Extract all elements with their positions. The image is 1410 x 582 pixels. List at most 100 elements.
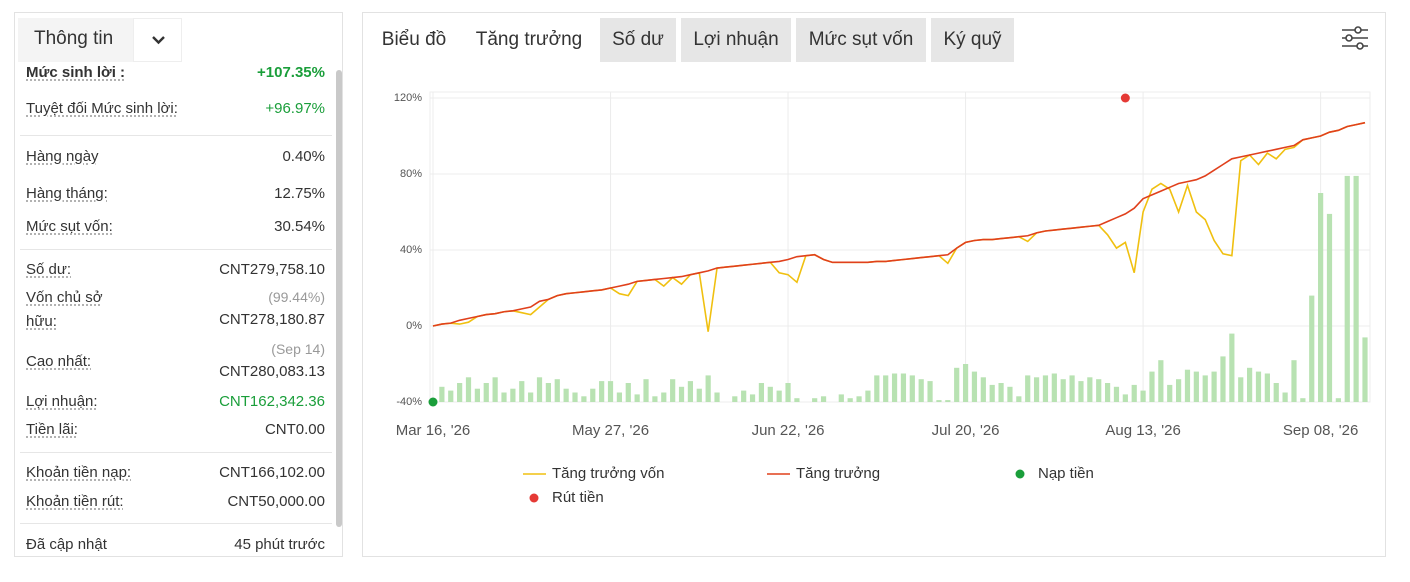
bar — [634, 394, 640, 402]
bar — [439, 386, 445, 402]
stat-label: Tuyệt đối Mức sinh lời: — [26, 100, 178, 117]
bar — [1176, 379, 1182, 402]
bar — [874, 375, 880, 402]
bar — [1282, 392, 1288, 402]
legend-label: Tăng trưởng vốn — [552, 465, 664, 482]
bar — [474, 388, 480, 402]
x-tick-label: Jul 20, '26 — [932, 422, 1000, 439]
info-header — [18, 18, 133, 62]
bar — [794, 398, 800, 402]
stat-value: CNT0.00 — [264, 421, 325, 438]
bar — [1326, 213, 1333, 402]
bar — [1167, 384, 1173, 402]
y-tick-label: 0% — [406, 320, 422, 332]
stat-label: Số dư: — [26, 261, 72, 278]
bar — [1149, 371, 1155, 402]
bar — [1033, 377, 1040, 402]
scrollbar[interactable] — [336, 70, 342, 527]
bar — [536, 377, 543, 402]
bar — [465, 377, 472, 402]
stat-value: CNT162,342.36 — [219, 393, 325, 410]
stat-note: (Sep 14) — [271, 341, 325, 357]
bar — [1184, 369, 1191, 402]
stat-value: CNT279,758.10 — [219, 261, 325, 278]
bar — [1229, 333, 1235, 402]
event-marker — [1120, 93, 1130, 103]
x-tick-label: Aug 13, '26 — [1105, 422, 1180, 439]
separator — [20, 249, 332, 250]
bar — [971, 371, 978, 402]
bar — [1309, 295, 1315, 402]
bar — [909, 375, 915, 402]
bar — [741, 390, 747, 402]
plot-frame — [429, 91, 1371, 403]
bar — [1220, 356, 1226, 402]
bar — [962, 364, 969, 402]
bar — [501, 392, 507, 402]
separator — [20, 452, 332, 453]
bar — [554, 379, 560, 402]
bar — [1238, 377, 1244, 402]
stat-label: Khoản tiền rút: — [26, 493, 124, 510]
tab[interactable]: Lợi nhuận — [681, 18, 791, 62]
bar — [1122, 394, 1128, 402]
legend-label: Nạp tiền — [1038, 465, 1094, 482]
bar — [652, 396, 658, 402]
bar — [838, 394, 844, 402]
settings-icon[interactable] — [1340, 24, 1370, 54]
stat-value: CNT278,180.87 — [219, 311, 325, 328]
bar — [563, 388, 569, 402]
bar — [1104, 383, 1111, 402]
bar — [998, 383, 1004, 402]
bar — [865, 390, 871, 402]
y-tick-label: -40% — [396, 396, 422, 408]
bar — [1202, 375, 1208, 402]
bar — [714, 392, 720, 402]
bar — [1362, 337, 1368, 402]
bar — [528, 392, 534, 402]
stat-label: Khoản tiền nạp: — [26, 464, 132, 481]
tab[interactable]: Tăng trưởng — [463, 18, 595, 62]
legend-label: Tăng trưởng — [796, 465, 880, 482]
bar — [1264, 373, 1270, 402]
tab[interactable]: Số dư — [600, 18, 676, 62]
x-tick-label: May 27, '26 — [572, 422, 649, 439]
bar — [936, 400, 942, 402]
info-panel — [14, 12, 343, 557]
bar — [1158, 360, 1164, 402]
dropdown[interactable] — [133, 18, 182, 62]
bar — [891, 373, 898, 402]
bar — [918, 379, 924, 402]
bar — [1016, 396, 1022, 402]
bar — [1273, 383, 1279, 402]
bar — [1025, 375, 1031, 402]
line-series — [432, 121, 1366, 332]
bar — [820, 396, 827, 402]
tab[interactable]: Ký quỹ — [931, 18, 1014, 62]
stat-label: Hàng tháng: — [26, 185, 108, 202]
bar — [980, 377, 986, 402]
bar — [581, 396, 587, 402]
stat-value: CNT166,102.00 — [219, 464, 325, 481]
bar — [989, 384, 995, 402]
stat-label: Mức sụt vốn: — [26, 218, 113, 235]
bar — [954, 367, 960, 402]
bar — [705, 375, 711, 402]
bar — [1140, 390, 1146, 402]
separator — [20, 523, 332, 524]
tab[interactable]: Biểu đồ — [368, 18, 460, 62]
bar — [590, 388, 596, 402]
bar — [572, 392, 578, 402]
stat-label: Lợi nhuận: — [26, 393, 98, 410]
info-title: Thông tin — [34, 28, 114, 49]
stat-label: Cao nhất: — [26, 353, 92, 370]
bar — [758, 383, 765, 402]
bar — [1007, 386, 1013, 402]
bar — [607, 381, 614, 402]
bar — [1051, 373, 1057, 402]
bar — [457, 383, 463, 402]
bar — [678, 386, 685, 402]
tab[interactable]: Mức sụt vốn — [796, 18, 926, 62]
bar — [661, 392, 667, 402]
